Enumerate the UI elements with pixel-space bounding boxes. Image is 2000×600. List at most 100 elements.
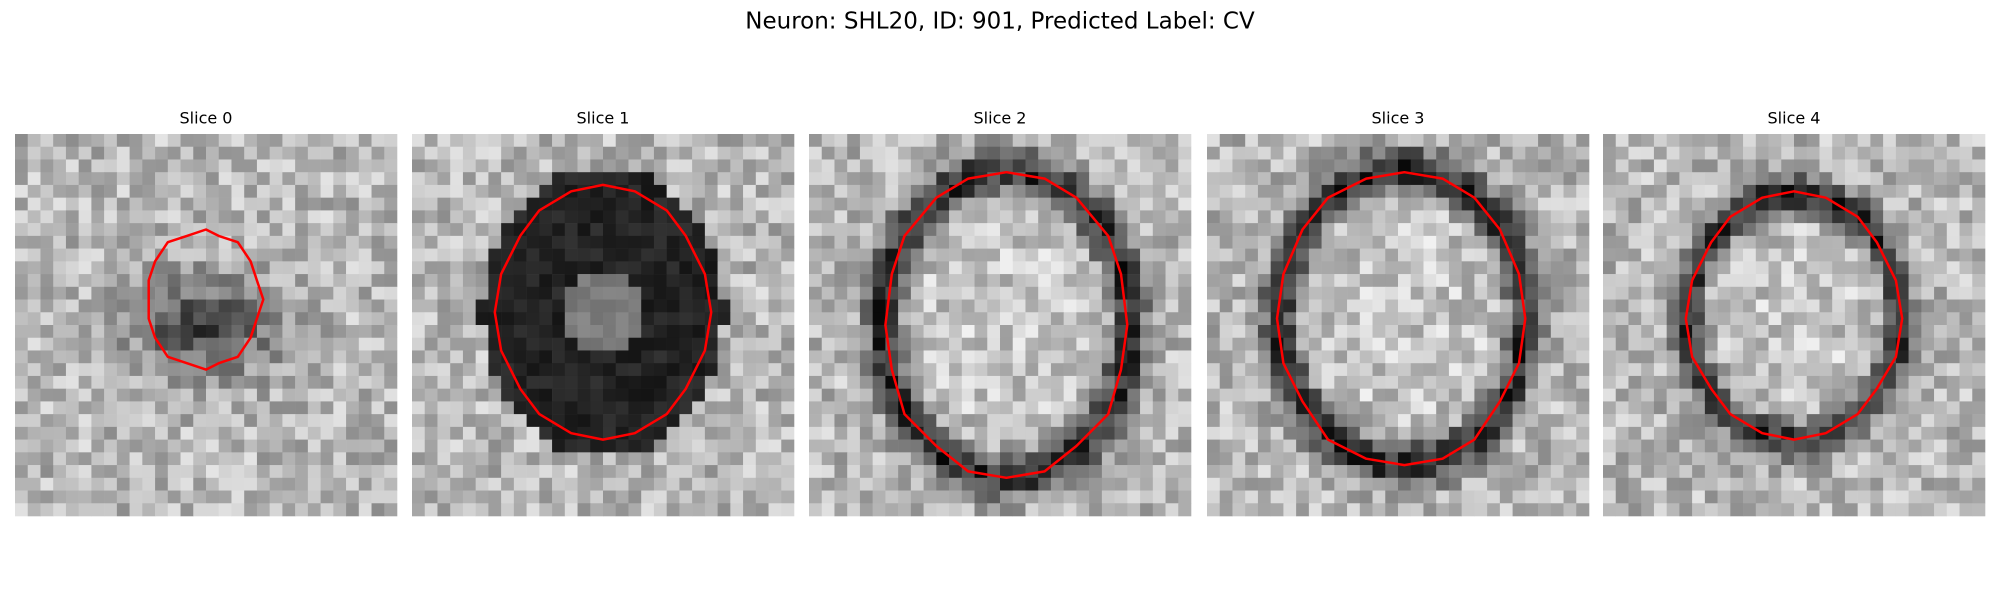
pixel	[501, 401, 515, 415]
pixel	[641, 375, 655, 389]
pixel	[1372, 210, 1386, 224]
pixel	[936, 286, 950, 300]
pixel	[244, 172, 258, 186]
pixel	[1089, 325, 1103, 339]
pixel	[1819, 286, 1833, 300]
pixel	[603, 312, 617, 326]
pixel	[821, 197, 835, 211]
pixel	[40, 197, 54, 211]
pixel	[1550, 337, 1564, 351]
pixel	[371, 184, 385, 198]
pixel	[1012, 159, 1026, 173]
pixel	[1512, 223, 1526, 237]
pixel	[1499, 477, 1513, 491]
pixel	[809, 350, 823, 364]
pixel	[1232, 223, 1246, 237]
pixel	[781, 286, 795, 300]
pixel	[923, 274, 937, 288]
pixel	[936, 375, 950, 389]
pixel	[193, 350, 207, 364]
pixel	[1704, 159, 1718, 173]
pixel	[859, 477, 873, 491]
pixel	[743, 261, 757, 275]
pixel	[1165, 134, 1179, 148]
pixel	[526, 465, 540, 479]
pixel	[218, 490, 232, 504]
pixel	[1025, 210, 1039, 224]
pixel	[104, 274, 118, 288]
pixel	[1076, 223, 1090, 237]
pixel	[1755, 159, 1769, 173]
pixel	[1883, 477, 1897, 491]
pixel	[104, 452, 118, 466]
pixel	[1283, 401, 1297, 415]
pixel	[1615, 210, 1629, 224]
pixel	[1615, 146, 1629, 160]
pixel	[834, 465, 848, 479]
pixel	[1178, 452, 1192, 466]
pixel	[923, 261, 937, 275]
pixel	[1692, 325, 1706, 339]
pixel	[1245, 312, 1259, 326]
pixel	[949, 375, 963, 389]
pixel	[1448, 490, 1462, 504]
pixel	[65, 159, 79, 173]
pixel	[1717, 465, 1731, 479]
pixel	[78, 134, 92, 148]
pixel	[116, 503, 130, 517]
pixel	[961, 337, 975, 351]
pixel	[577, 503, 591, 517]
pixel	[1538, 299, 1552, 313]
pixel	[295, 414, 309, 428]
pixel	[488, 503, 502, 517]
pixel	[1114, 503, 1128, 517]
pixel	[1385, 401, 1399, 415]
pixel	[488, 134, 502, 148]
pixel	[1140, 146, 1154, 160]
pixel	[1101, 197, 1115, 211]
pixel	[1806, 312, 1820, 326]
pixel	[27, 325, 41, 339]
pixel	[1436, 414, 1450, 428]
pixel	[577, 350, 591, 364]
pixel	[872, 477, 886, 491]
pixel	[1563, 388, 1577, 402]
pixel	[1870, 477, 1884, 491]
pixel	[910, 465, 924, 479]
pixel	[641, 350, 655, 364]
pixel	[552, 286, 566, 300]
pixel	[167, 312, 181, 326]
pixel	[412, 134, 426, 148]
pixel	[1755, 274, 1769, 288]
pixel	[412, 184, 426, 198]
pixel	[961, 159, 975, 173]
pixel	[1730, 261, 1744, 275]
pixel	[1372, 490, 1386, 504]
pixel	[704, 184, 718, 198]
pixel	[1563, 210, 1577, 224]
pixel	[1704, 197, 1718, 211]
pixel	[231, 337, 245, 351]
pixel	[641, 172, 655, 186]
pixel	[78, 452, 92, 466]
pixel	[1063, 325, 1077, 339]
pixel	[437, 426, 451, 440]
pixel	[666, 337, 680, 351]
pixel	[1692, 375, 1706, 389]
pixel	[167, 426, 181, 440]
pixel	[666, 350, 680, 364]
pixel	[974, 490, 988, 504]
pixel	[501, 261, 515, 275]
pixel	[269, 299, 283, 313]
pixel	[1946, 172, 1960, 186]
pixel	[1743, 235, 1757, 249]
pixel	[1576, 312, 1590, 326]
pixel	[142, 197, 156, 211]
pixel	[692, 235, 706, 249]
pixel	[730, 337, 744, 351]
pixel	[730, 375, 744, 389]
pixel	[961, 134, 975, 148]
pixel	[1525, 350, 1539, 364]
pixel	[1653, 286, 1667, 300]
pixel	[1679, 261, 1693, 275]
